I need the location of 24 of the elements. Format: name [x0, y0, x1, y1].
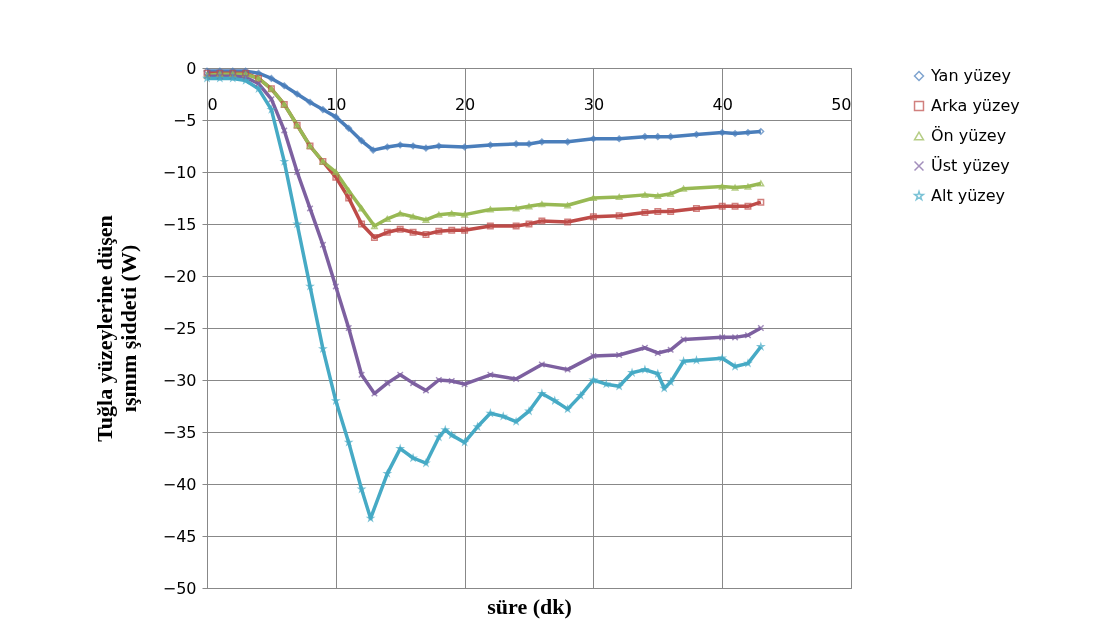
y-tick-label: −5 [172, 110, 197, 130]
y-tick-label: −15 [162, 214, 197, 234]
x-tick-label: 50 [831, 94, 852, 114]
x-tick-label: 30 [583, 94, 605, 114]
y-tick-label: −45 [162, 526, 197, 546]
legend-label: Üst yüzey [931, 156, 1010, 175]
x-axis-title: süre (dk) [487, 593, 572, 619]
y-axis-title: Tuğla yüzeylerine düşen ışınım şiddeti (W) [91, 215, 141, 442]
y-tick-label: −40 [162, 474, 197, 494]
legend-label: Ön yüzey [931, 126, 1007, 145]
x-tick-label: 20 [454, 94, 476, 114]
x-tick-label: 0 [207, 94, 218, 114]
y-tick-label: −50 [162, 578, 197, 598]
y-tick-label: −25 [162, 318, 197, 338]
legend-label: Arka yüzey [931, 96, 1020, 115]
y-tick-label: −30 [162, 370, 197, 390]
y-tick-label: −20 [162, 266, 197, 286]
legend-label: Yan yüzey [930, 66, 1011, 85]
y-tick-label: −10 [162, 162, 197, 182]
y-tick-label: 0 [186, 58, 197, 78]
x-tick-label: 40 [712, 94, 733, 114]
y-tick-label: −35 [162, 422, 197, 442]
legend-label: Alt yüzey [931, 186, 1006, 205]
x-tick-label: 10 [326, 94, 347, 114]
